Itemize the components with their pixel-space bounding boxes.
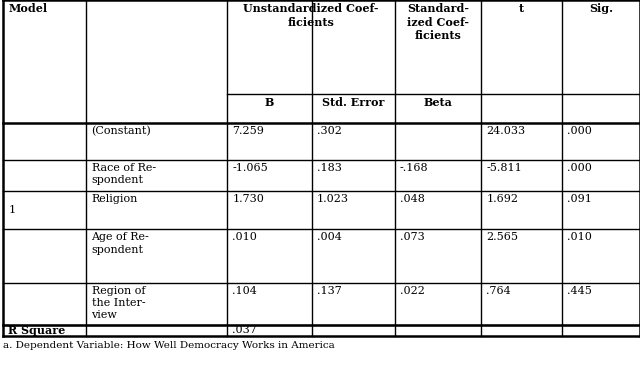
Text: .073: .073 [400, 232, 425, 242]
Text: Std. Error: Std. Error [322, 97, 385, 108]
Text: 1.023: 1.023 [317, 194, 349, 204]
Text: .048: .048 [400, 194, 425, 204]
Text: Sig.: Sig. [589, 3, 613, 14]
Text: Race of Re-
spondent: Race of Re- spondent [92, 163, 156, 185]
Text: .302: .302 [317, 126, 342, 136]
Text: .037: .037 [232, 325, 257, 335]
Text: .010: .010 [567, 232, 592, 242]
Text: t: t [519, 3, 524, 14]
Text: .004: .004 [317, 232, 342, 242]
Text: .183: .183 [317, 163, 342, 172]
Text: .764: .764 [486, 286, 511, 295]
Text: .010: .010 [232, 232, 257, 242]
Text: 24.033: 24.033 [486, 126, 525, 136]
Text: Beta: Beta [424, 97, 452, 108]
Text: Standard-
ized Coef-
ficients: Standard- ized Coef- ficients [407, 3, 469, 41]
Text: 1: 1 [8, 205, 15, 215]
Text: 7.259: 7.259 [232, 126, 264, 136]
Text: 1.730: 1.730 [232, 194, 264, 204]
Text: -.168: -.168 [400, 163, 429, 172]
Text: .091: .091 [567, 194, 592, 204]
Text: .137: .137 [317, 286, 342, 295]
Text: .445: .445 [567, 286, 592, 295]
Text: -1.065: -1.065 [232, 163, 268, 172]
Text: Age of Re-
spondent: Age of Re- spondent [92, 232, 149, 255]
Text: Region of
the Inter-
view: Region of the Inter- view [92, 286, 145, 320]
Text: -5.811: -5.811 [486, 163, 522, 172]
Text: Unstandardized Coef-
ficients: Unstandardized Coef- ficients [243, 3, 379, 28]
Text: Religion: Religion [92, 194, 138, 204]
Text: (Constant): (Constant) [92, 126, 151, 136]
Text: .000: .000 [567, 126, 592, 136]
Text: Model: Model [8, 3, 47, 14]
Text: B: B [265, 97, 274, 108]
Text: .000: .000 [567, 163, 592, 172]
Text: R Square: R Square [8, 325, 65, 336]
Text: 1.692: 1.692 [486, 194, 518, 204]
Text: .022: .022 [400, 286, 425, 295]
Text: a. Dependent Variable: How Well Democracy Works in America: a. Dependent Variable: How Well Democrac… [3, 341, 335, 350]
Text: 2.565: 2.565 [486, 232, 518, 242]
Text: .104: .104 [232, 286, 257, 295]
